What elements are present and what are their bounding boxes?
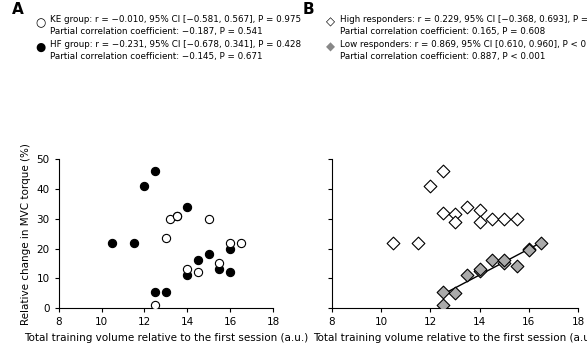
Point [438,210,447,216]
Point [426,183,435,189]
Text: HF group: r = −0.231, 95% CI [−0.678, 0.341], P = 0.428: HF group: r = −0.231, 95% CI [−0.678, 0.… [50,40,301,49]
Point [475,268,484,274]
Point [475,219,484,224]
Point [150,302,160,308]
Text: Partial correlation coefficient: −0.187, P = 0.541: Partial correlation coefficient: −0.187,… [50,27,262,36]
Point [225,246,235,251]
Point [215,267,224,272]
Point [500,261,509,266]
Point [450,219,460,224]
Point [166,216,175,222]
Text: Partial correlation coefficient: −0.145, P = 0.671: Partial correlation coefficient: −0.145,… [50,52,262,61]
Point [183,204,192,210]
X-axis label: Total training volume relative to the first session (a.u.): Total training volume relative to the fi… [23,332,308,343]
Point [475,207,484,213]
Point [204,252,214,257]
Point [172,213,181,219]
Point [193,258,203,263]
Text: High responders: r = 0.229, 95% CI [−0.368, 0.693], P = 0.451: High responders: r = 0.229, 95% CI [−0.3… [340,15,587,24]
Point [225,240,235,245]
Point [524,247,534,253]
Point [215,261,224,266]
Point [450,211,460,217]
Point [389,240,398,245]
Point [140,183,149,189]
Point [438,289,447,295]
X-axis label: Total training volume relative to the first session (a.u.): Total training volume relative to the fi… [313,332,587,343]
Text: Low responders: r = 0.869, 95% CI [0.610, 0.960], P < 0.001: Low responders: r = 0.869, 95% CI [0.610… [340,40,587,49]
Text: A: A [12,2,23,17]
Y-axis label: Relative change in MVC torque (%): Relative change in MVC torque (%) [21,143,31,325]
Point [413,240,423,245]
Text: ◆: ◆ [326,41,335,54]
Point [161,235,170,241]
Point [161,289,170,295]
Point [463,204,472,210]
Point [129,240,139,245]
Point [450,290,460,296]
Point [183,273,192,278]
Text: B: B [302,2,314,17]
Point [172,213,181,219]
Point [463,273,472,278]
Text: ●: ● [35,41,45,54]
Point [204,216,214,222]
Point [524,246,534,251]
Point [512,263,521,269]
Point [512,216,521,222]
Point [475,267,484,272]
Point [107,240,117,245]
Point [487,258,497,263]
Point [236,240,245,245]
Text: ○: ○ [35,16,45,29]
Point [500,258,509,263]
Point [183,267,192,272]
Point [500,216,509,222]
Point [487,216,497,222]
Text: Partial correlation coefficient: 0.165, P = 0.608: Partial correlation coefficient: 0.165, … [340,27,546,36]
Text: Partial correlation coefficient: 0.887, P < 0.001: Partial correlation coefficient: 0.887, … [340,52,546,61]
Text: ◇: ◇ [326,16,335,29]
Point [150,169,160,174]
Point [438,302,447,308]
Text: KE group: r = −0.010, 95% CI [−0.581, 0.567], P = 0.975: KE group: r = −0.010, 95% CI [−0.581, 0.… [50,15,301,24]
Point [150,289,160,295]
Point [438,169,447,174]
Point [537,240,546,245]
Point [193,269,203,275]
Point [225,269,235,275]
